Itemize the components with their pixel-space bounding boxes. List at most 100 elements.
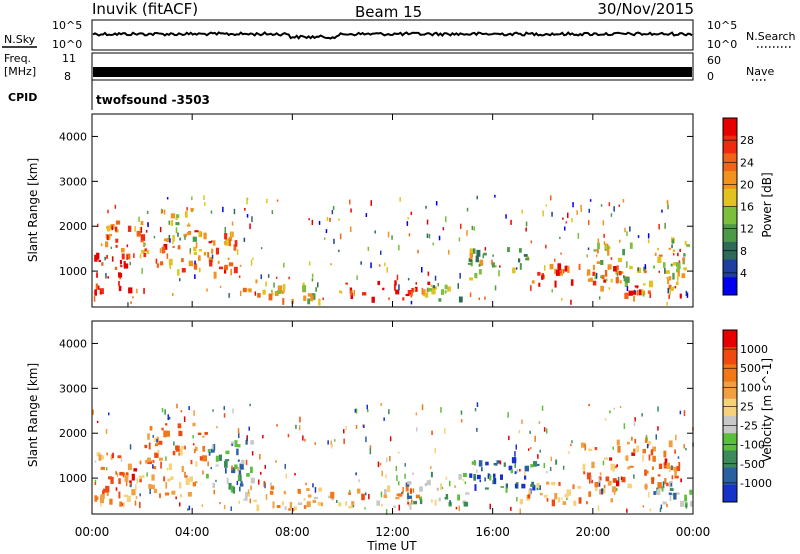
heatmap-cell: [642, 448, 646, 454]
heatmap-cell: [678, 260, 681, 263]
heatmap-cell: [207, 449, 211, 453]
heatmap-cell: [444, 284, 448, 290]
heatmap-cell: [243, 498, 248, 501]
heatmap-cell: [516, 469, 519, 473]
heatmap-cell: [364, 507, 366, 510]
heatmap-cell: [106, 491, 109, 496]
heatmap-cell: [625, 276, 630, 283]
heatmap-cell: [674, 469, 677, 477]
heatmap-cell: [430, 471, 433, 478]
heatmap-cell: [464, 481, 467, 485]
heatmap-cell: [216, 426, 218, 429]
heatmap-cell: [469, 248, 474, 253]
heatmap-cell: [154, 443, 159, 447]
heatmap-cell: [158, 440, 163, 445]
heatmap-cell: [303, 295, 307, 301]
heatmap-cell: [187, 508, 189, 511]
heatmap-cell: [228, 239, 231, 247]
colorbar-tick-label: 12: [740, 223, 754, 236]
heatmap-cell: [208, 257, 214, 263]
heatmap-cell: [398, 481, 400, 486]
heatmap-cell: [203, 195, 205, 200]
heatmap-cell: [198, 255, 201, 261]
heatmap-cell: [668, 284, 672, 290]
heatmap-cell: [395, 496, 400, 500]
power-yticks: 4000 3000 2000 1000: [59, 130, 693, 278]
heatmap-cell: [536, 483, 540, 488]
heatmap-cell: [105, 428, 108, 434]
heatmap-cell: [393, 505, 396, 508]
heatmap-cell: [266, 198, 268, 204]
heatmap-cell: [370, 200, 372, 206]
heatmap-cell: [103, 488, 107, 493]
heatmap-cell: [133, 253, 135, 258]
heatmap-cell: [167, 478, 171, 482]
heatmap-cell: [592, 280, 597, 286]
heatmap-cell: [683, 267, 687, 271]
heatmap-cell: [114, 266, 118, 270]
heatmap-cell: [544, 265, 546, 271]
heatmap-cell: [613, 266, 617, 272]
heatmap-cell: [493, 477, 497, 485]
heatmap-cell: [311, 273, 314, 278]
heatmap-cell: [409, 503, 412, 510]
heatmap-cell: [165, 430, 170, 437]
heatmap-cell: [219, 502, 221, 505]
heatmap-cell: [410, 211, 413, 215]
heatmap-cell: [121, 253, 125, 260]
heatmap-cell: [288, 508, 291, 511]
heatmap-cell: [105, 273, 107, 279]
heatmap-cell: [492, 254, 494, 257]
heatmap-cell: [365, 436, 367, 443]
heatmap-cell: [562, 501, 567, 505]
heatmap-cell: [186, 207, 188, 211]
heatmap-cell: [212, 444, 216, 451]
heatmap-cell: [402, 491, 404, 495]
heatmap-cell: [115, 220, 121, 225]
heatmap-cell: [405, 293, 410, 297]
heatmap-cell: [104, 256, 106, 261]
heatmap-cell: [190, 208, 194, 212]
heatmap-cell: [458, 505, 460, 512]
heatmap-cell: [503, 462, 506, 467]
heatmap-cell: [251, 451, 254, 456]
heatmap-cell: [398, 451, 400, 454]
heatmap-cell: [230, 506, 232, 511]
heatmap-cell: [629, 242, 633, 249]
heatmap-cell: [131, 489, 136, 496]
heatmap-cell: [500, 486, 504, 488]
heatmap-cell: [430, 466, 432, 469]
freq-unit-label: [MHz]: [4, 65, 36, 78]
heatmap-cell: [317, 501, 322, 506]
heatmap-cell: [447, 286, 451, 292]
heatmap-cell: [539, 449, 541, 453]
heatmap-cell: [181, 258, 184, 263]
colorbar-swatch: [723, 381, 737, 400]
heatmap-cell: [491, 259, 493, 265]
heatmap-cell: [129, 444, 132, 450]
heatmap-cell: [634, 417, 636, 422]
heatmap-cell: [314, 442, 316, 445]
heatmap-cell: [577, 232, 580, 239]
heatmap-cell: [416, 427, 418, 432]
nsky-tick-bottom: 10^0: [52, 38, 82, 51]
heatmap-cell: [530, 285, 532, 291]
heatmap-cell: [246, 437, 248, 442]
heatmap-cell: [554, 280, 557, 288]
heatmap-cell: [421, 287, 424, 295]
heatmap-cell: [426, 219, 429, 225]
heatmap-cell: [114, 204, 117, 209]
heatmap-cell: [142, 474, 145, 478]
heatmap-cell: [664, 478, 667, 485]
heatmap-cell: [667, 279, 670, 285]
heatmap-cell: [170, 213, 176, 219]
heatmap-cell: [383, 417, 385, 421]
heatmap-cell: [178, 431, 183, 437]
heatmap-cell: [101, 455, 105, 460]
heatmap-cell: [294, 473, 296, 476]
heatmap-cell: [146, 472, 148, 477]
heatmap-cell: [591, 461, 595, 469]
heatmap-cell: [111, 225, 113, 231]
heatmap-cell: [395, 289, 400, 295]
heatmap-cell: [415, 412, 418, 416]
